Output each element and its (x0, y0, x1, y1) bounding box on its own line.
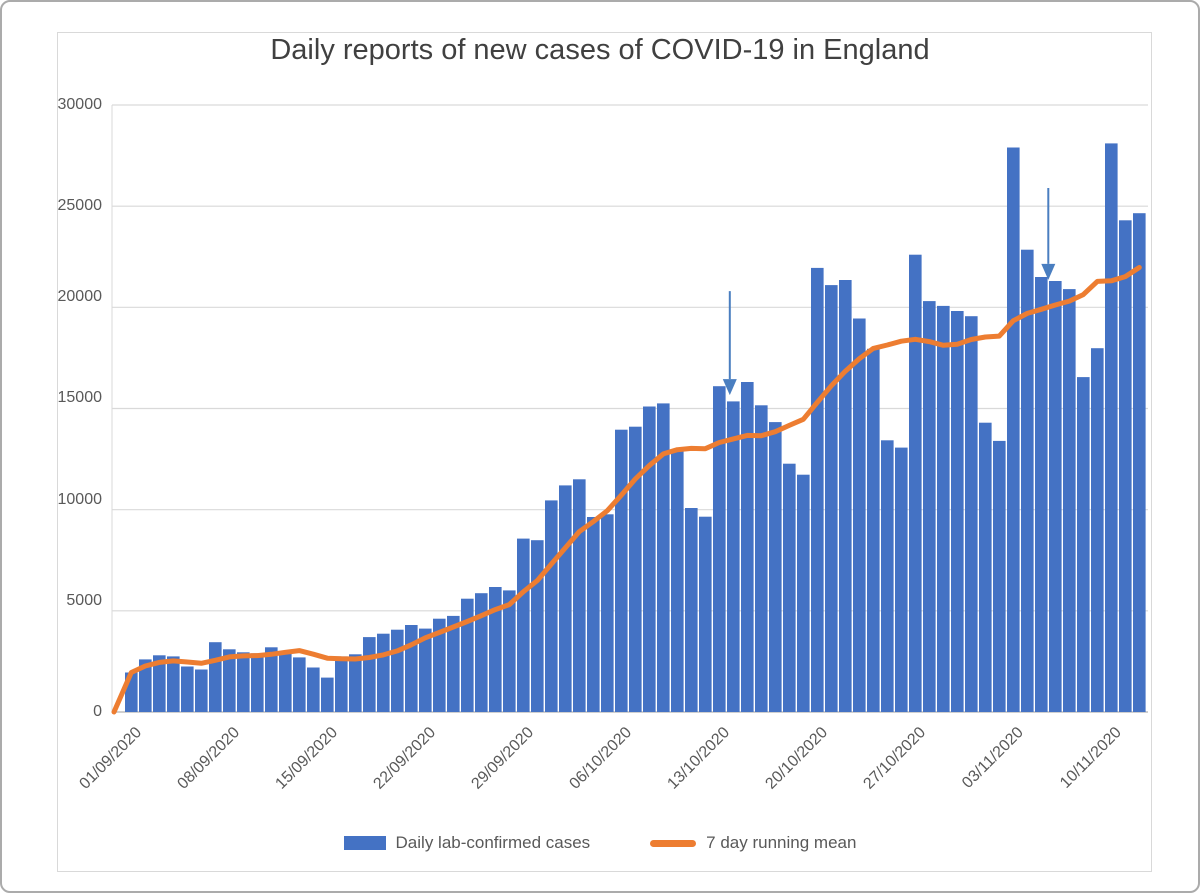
bar (279, 652, 292, 712)
y-axis-label: 10000 (57, 491, 103, 508)
y-axis-label: 5000 (66, 592, 102, 609)
bar (419, 628, 432, 712)
bar (377, 633, 390, 712)
bar (671, 450, 684, 712)
bar (713, 386, 726, 712)
legend-label: 7 day running mean (706, 833, 857, 852)
bar (615, 429, 628, 712)
bar (825, 285, 838, 712)
bar (965, 316, 978, 712)
line-series-swatch (650, 839, 697, 847)
bar (209, 642, 222, 712)
y-axis-label: 20000 (57, 288, 103, 305)
bar (1091, 348, 1104, 712)
bar (405, 625, 418, 712)
bar (363, 637, 376, 712)
bar (237, 652, 250, 712)
daily-cases-bars (125, 143, 1146, 713)
legend-item-running-mean: 7 day running mean (650, 833, 856, 853)
chart-title: Daily reports of new cases of COVID-19 i… (270, 34, 930, 66)
legend-label: Daily lab-confirmed cases (395, 833, 591, 852)
bar-series-swatch (343, 836, 386, 850)
bar (1105, 143, 1118, 712)
bar (657, 403, 670, 712)
bar (741, 382, 754, 712)
bar (531, 540, 544, 712)
bar (1007, 147, 1020, 712)
bar (951, 311, 964, 712)
bar (629, 426, 642, 712)
bar (265, 647, 278, 712)
bar (1119, 220, 1132, 713)
bar (979, 422, 992, 712)
bar (517, 538, 530, 712)
bar (251, 653, 264, 712)
bar (475, 593, 488, 712)
bar (559, 485, 572, 712)
bar (783, 463, 796, 712)
y-axis-label: 0 (93, 703, 102, 720)
bar (643, 406, 656, 712)
bar (447, 615, 460, 712)
y-axis-label: 15000 (57, 389, 103, 406)
bar (811, 267, 824, 712)
bar (321, 677, 334, 712)
bar (461, 598, 474, 712)
bar (349, 654, 362, 712)
bar (1035, 277, 1048, 712)
bar (601, 514, 614, 712)
bar (1049, 281, 1062, 712)
bar (139, 659, 152, 712)
chart-legend: Daily lab-confirmed cases 7 day running … (102, 828, 1098, 858)
y-axis-label: 30000 (57, 96, 103, 113)
bar (1063, 289, 1076, 712)
annotation-arrow-icon (1041, 187, 1056, 280)
bar (881, 440, 894, 712)
bar (307, 667, 320, 712)
bar (1077, 377, 1090, 712)
arrow-head (722, 379, 737, 396)
bar (545, 500, 558, 712)
bar (167, 656, 180, 712)
bar (1133, 213, 1146, 712)
legend-item-daily-cases: Daily lab-confirmed cases (343, 833, 591, 853)
bar (685, 508, 698, 712)
bar (727, 401, 740, 712)
bar (755, 405, 768, 712)
bar (573, 479, 586, 712)
bar (181, 666, 194, 712)
bar (895, 447, 908, 712)
bar (797, 474, 810, 712)
y-axis-label: 25000 (57, 197, 103, 214)
bar (853, 318, 866, 712)
running-mean-line (111, 265, 1142, 715)
bar (195, 669, 208, 712)
bar (699, 516, 712, 712)
bar (1021, 249, 1034, 712)
bar (293, 657, 306, 712)
bar (503, 590, 516, 712)
bar (433, 618, 446, 712)
bar (993, 440, 1006, 712)
bar (769, 422, 782, 712)
bar (391, 629, 404, 712)
bar (153, 655, 166, 712)
annotation-arrow-icon (722, 291, 737, 396)
bar (839, 280, 852, 712)
bar (909, 254, 922, 712)
arrow-head (1041, 263, 1056, 280)
bar (489, 587, 502, 712)
bar (335, 656, 348, 712)
bar (867, 348, 880, 712)
bar (223, 649, 236, 712)
bar (937, 305, 950, 712)
bar (587, 517, 600, 712)
bar (923, 301, 936, 712)
